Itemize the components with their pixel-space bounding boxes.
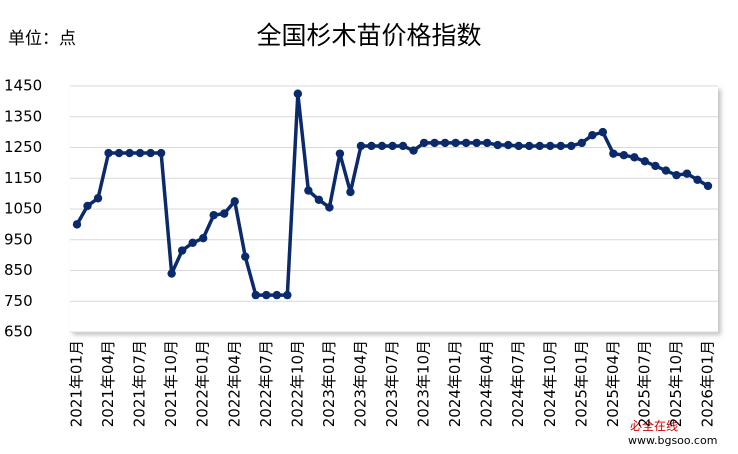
point [525,141,534,151]
point [693,175,702,184]
point [114,148,124,158]
x-tick-label: 2025年10月 [667,340,685,427]
y-tick-label: 1050 [4,200,42,218]
point [451,138,460,148]
point [72,220,82,229]
point [609,149,618,158]
chart-title: 全国杉木苗价格指数 [256,21,481,50]
point [199,234,208,243]
point [125,148,134,158]
point [461,138,471,148]
point [209,210,218,220]
point [430,138,439,148]
point [325,203,334,212]
y-tick-label: 750 [4,292,33,310]
x-tick-label: 2021年01月 [68,340,86,427]
point [598,127,608,137]
point [651,161,660,171]
x-tick-label: 2024年10月 [541,340,559,427]
x-tick-label: 2025年01月 [572,340,590,427]
point [661,166,671,175]
point [230,197,239,206]
point [388,141,397,151]
x-tick-label: 2022年01月 [194,340,212,427]
point [377,141,387,151]
watermark-url: www.bgsoo.com [628,434,717,447]
point [272,290,282,300]
point [577,138,586,148]
x-tick-label: 2022年10月 [288,340,306,427]
point [630,153,639,162]
x-tick-label: 2024年07月 [509,340,527,427]
point [682,169,692,178]
point [503,140,513,150]
x-tick-label: 2023年04月 [351,340,369,427]
x-tick-label: 2024年01月 [446,340,464,427]
point [314,195,324,204]
y-tick-label: 950 [4,230,33,248]
point [567,141,576,151]
point [188,238,197,248]
point [409,146,418,155]
point [703,181,713,191]
point [514,141,523,151]
x-tick-label: 2023年10月 [415,340,433,427]
y-tick-label: 1350 [4,107,42,125]
point [283,290,292,300]
point [356,141,366,151]
x-tick-label: 2023年01月 [320,340,338,427]
point [146,148,155,158]
point [104,148,113,158]
x-tick-label: 2026年01月 [699,340,717,427]
point [588,131,597,140]
point [493,140,502,150]
point [177,246,187,255]
x-tick-label: 2025年04月 [604,340,622,427]
point [293,89,303,98]
point [440,138,450,148]
point [346,187,355,197]
y-tick-label: 1450 [4,77,42,95]
point [535,141,544,151]
x-tick-label: 2021年10月 [162,340,180,427]
point [220,209,229,218]
point [304,186,313,195]
x-tick-label: 2021年04月 [99,340,117,427]
point [156,148,166,158]
x-tick-label: 2025年07月 [635,340,653,427]
point [241,252,250,261]
point [482,138,492,148]
point [335,149,345,158]
watermark: 必全在线 [630,418,678,433]
x-tick-label: 2021年07月 [131,340,149,427]
point [251,290,260,300]
point [556,141,565,151]
x-tick-label: 2022年07月 [257,340,275,427]
point [419,138,429,148]
point [167,269,176,278]
point [83,201,92,211]
point [398,141,408,151]
point [472,138,481,148]
y-tick-label: 850 [4,261,33,279]
point [619,150,629,160]
y-tick-label: 650 [4,323,33,341]
point [672,170,681,180]
x-tick-label: 2024年04月 [478,340,496,427]
x-tick-label: 2023年07月 [383,340,401,427]
y-tick-label: 1150 [4,169,42,187]
unit: 单位：点 [8,29,76,49]
point [546,141,555,151]
x-tick-label: 2022年04月 [225,340,243,427]
point [93,194,103,203]
y-tick-label: 1250 [4,138,42,156]
point [262,290,271,300]
point [135,148,145,158]
point [640,157,650,166]
point [367,141,376,151]
